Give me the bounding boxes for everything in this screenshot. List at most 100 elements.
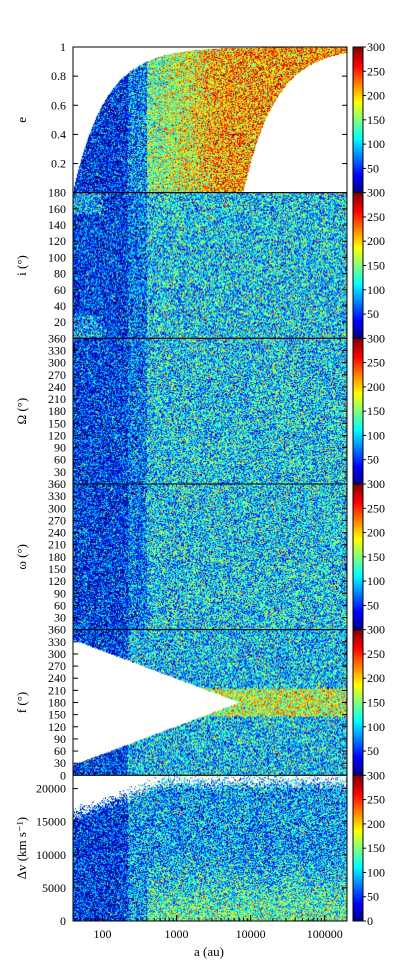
colorbar-tick-label: 150 — [367, 696, 385, 710]
colorbar-segment — [353, 712, 363, 716]
colorbar-segment — [353, 277, 363, 281]
colorbar-tick-label: 0 — [367, 914, 373, 928]
colorbar-segment — [353, 153, 363, 157]
colorbar-segment — [353, 238, 363, 242]
colorbar-segment — [353, 729, 363, 733]
colorbar-segment — [353, 105, 363, 109]
xtick-label: 10000 — [236, 927, 266, 941]
colorbar-segment — [353, 527, 363, 531]
colorbar-segment — [353, 386, 363, 390]
colorbar-segment — [353, 530, 363, 534]
colorbar-segment — [353, 182, 363, 186]
colorbar-segment — [353, 845, 363, 849]
colorbar-segment — [353, 751, 363, 754]
colorbar-segment — [353, 872, 363, 876]
colorbar-segment — [353, 406, 363, 410]
colorbar-segment — [353, 561, 363, 565]
colorbar-segment — [353, 97, 363, 101]
colorbar-segment — [353, 226, 363, 230]
colorbar-segment — [353, 874, 363, 878]
colorbar-segment — [353, 284, 363, 288]
colorbar-segment — [353, 777, 363, 781]
colorbar-segment — [353, 280, 363, 283]
colorbar-segment — [353, 85, 363, 89]
colorbar-segment — [353, 73, 363, 77]
xtick-label: 100000 — [307, 927, 343, 941]
ytick-label-i: 180 — [48, 186, 66, 200]
colorbar-segment — [353, 556, 363, 560]
colorbar-segment — [353, 47, 363, 50]
colorbar-segment — [353, 559, 363, 563]
colorbar-segment — [353, 646, 363, 650]
colorbar-segment — [353, 607, 363, 611]
ytick-label-Omega: 210 — [48, 392, 66, 406]
colorbar-segment — [353, 760, 363, 764]
colorbar-segment — [353, 491, 363, 495]
colorbar-segment — [353, 170, 363, 174]
colorbar-segment — [353, 71, 363, 75]
colorbar-tick-label: 150 — [367, 259, 385, 273]
colorbar-tick-label: 100 — [367, 720, 385, 734]
colorbar-segment — [353, 416, 363, 419]
colorbar-segment — [353, 352, 363, 356]
ytick-label-Omega: 150 — [48, 416, 66, 430]
colorbar-segment — [353, 867, 363, 871]
colorbar-segment — [353, 821, 363, 825]
colorbar-segment — [353, 658, 363, 662]
colorbar-segment — [353, 721, 363, 725]
colorbar-segment — [353, 374, 363, 378]
colorbar-segment — [353, 532, 363, 536]
colorbar-segment — [353, 469, 363, 473]
colorbar-segment — [353, 437, 363, 441]
colorbar-segment — [353, 139, 363, 143]
colorbar-segment — [353, 498, 363, 502]
colorbar-segment — [353, 758, 363, 762]
ytick-label-e: 0.6 — [51, 98, 66, 112]
colorbar-tick-label: 50 — [367, 744, 379, 758]
colorbar-tick-label: 100 — [367, 574, 385, 588]
ytick-label-Omega: 330 — [48, 343, 66, 357]
colorbar-segment — [353, 464, 363, 468]
colorbar-segment — [353, 231, 363, 235]
colorbar-segment — [353, 629, 363, 633]
ytick-label-Omega: 240 — [48, 380, 66, 394]
colorbar-tick-label: 300 — [367, 477, 385, 491]
colorbar-segment — [353, 906, 363, 910]
colorbar-segment — [353, 843, 363, 847]
colorbar-segment — [353, 391, 363, 395]
colorbar-segment — [353, 544, 363, 548]
colorbar-segment — [353, 680, 363, 684]
colorbar-segment — [353, 328, 363, 332]
colorbar-segment — [353, 833, 363, 837]
colorbar-segment — [353, 602, 363, 606]
y-axis-label-dv: Δv (km s⁻¹) — [14, 817, 29, 879]
ytick-label-f: 330 — [48, 635, 66, 649]
colorbar-segment — [353, 350, 363, 354]
colorbar-segment — [353, 787, 363, 791]
colorbar-tick-label: 250 — [367, 64, 385, 78]
colorbar-segment — [353, 802, 363, 805]
panel-i: 20 40 60 80 100 120 140 160 180 i (°) 50 100 150 200 2… — [14, 186, 385, 339]
colorbar-segment — [353, 338, 363, 342]
colorbar-segment — [353, 819, 363, 822]
colorbar-segment — [353, 236, 363, 240]
colorbar-segment — [353, 726, 363, 730]
colorbar-segment — [353, 505, 363, 509]
colorbar-tick-label: 200 — [367, 817, 385, 831]
colorbar-segment — [353, 690, 363, 694]
colorbar-segment — [353, 862, 363, 866]
colorbar-segment — [353, 423, 363, 427]
colorbar-segment — [353, 772, 363, 776]
ytick-label-f: 90 — [54, 732, 66, 746]
colorbar-segment — [353, 63, 363, 67]
colorbar-segment — [353, 610, 363, 614]
colorbar-segment — [353, 136, 363, 140]
colorbar-segment — [353, 571, 363, 575]
ytick-label-e: 0.8 — [51, 69, 66, 83]
colorbar-segment — [353, 306, 363, 310]
colorbar-segment — [353, 119, 363, 123]
ytick-label-i: 120 — [48, 234, 66, 248]
colorbar-segment — [353, 753, 363, 757]
colorbar-segment — [353, 309, 363, 313]
colorbar-segment — [353, 265, 363, 269]
